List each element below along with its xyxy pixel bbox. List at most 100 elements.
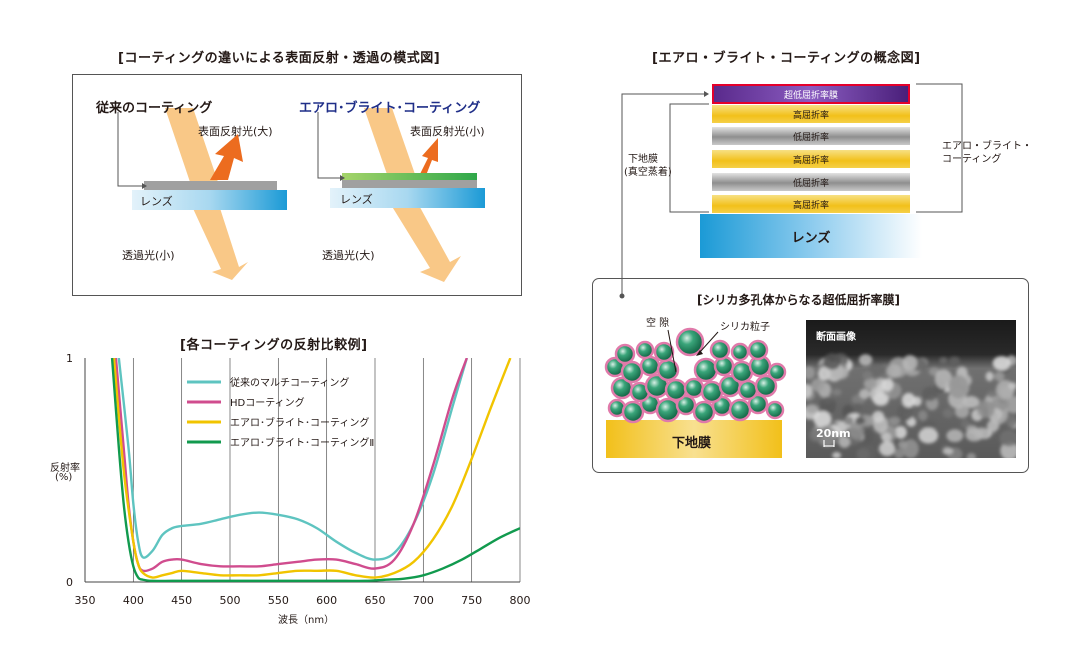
- sem-grain: [844, 416, 854, 426]
- silica-particle: [614, 343, 636, 365]
- right-heading: エアロ･ブライト･コーティング: [299, 101, 481, 116]
- sem-grain: [901, 392, 916, 408]
- chart-series: [110, 358, 520, 582]
- sem-grain: [1005, 414, 1016, 428]
- sem-scale-label: 20nm: [816, 427, 851, 440]
- sem-grain: [889, 416, 901, 426]
- sem-grain: [990, 397, 1010, 411]
- sem-grain: [999, 430, 1016, 447]
- silica-particle: [656, 358, 680, 382]
- sem-grain: [898, 440, 908, 450]
- sem-grain: [948, 374, 969, 399]
- layer-low-2: 低屈折率: [712, 173, 910, 191]
- left-incident-beam: [165, 108, 218, 182]
- sem-grain: [992, 356, 1011, 371]
- sem-grain: [922, 386, 938, 402]
- x-tick-label: 750: [461, 594, 482, 607]
- left-coating-layer: [144, 181, 277, 190]
- right-lens: [330, 188, 485, 208]
- silica-particle: [639, 355, 661, 377]
- underlay-label-2: (真空蒸着): [624, 167, 672, 178]
- sem-grain: [962, 395, 980, 409]
- sem-grain: [872, 410, 885, 423]
- series-line: [114, 358, 468, 573]
- x-tick-label: 650: [365, 594, 386, 607]
- layer-high-2: 高屈折率: [712, 150, 910, 168]
- sem-grain: [853, 402, 863, 412]
- sem-grain: [830, 366, 849, 380]
- silica-particle: [767, 362, 787, 382]
- schematic-panel: [72, 74, 522, 296]
- sem-cross-section-image: [806, 320, 1016, 458]
- sem-title: 断面画像: [816, 332, 856, 343]
- sem-grain: [819, 396, 837, 413]
- sem-grain: [813, 410, 832, 428]
- left-heading: 従来のコーティング: [96, 101, 213, 116]
- x-tick-label: 500: [220, 594, 241, 607]
- series-line: [112, 358, 512, 579]
- sem-grain: [872, 393, 889, 406]
- sem-grain: [1008, 382, 1016, 390]
- sem-grain: [859, 388, 870, 399]
- sem-grain: [806, 403, 819, 414]
- sem-grain: [848, 422, 865, 440]
- chart-legend: 従来のマルチコーティング HDコーティングエアロ･ブライト･コーティングエアロ･ブ…: [187, 376, 374, 449]
- silica-particle: [655, 397, 681, 423]
- legend-label: エアロ･ブライト･コーティングⅡ: [230, 436, 374, 449]
- coating-label-1: エアロ・ブライト・: [942, 141, 1032, 152]
- sem-grain: [939, 357, 948, 365]
- right-reflect-arrow: [418, 138, 438, 178]
- sem-grain: [965, 428, 984, 442]
- sem-grain: [886, 364, 902, 379]
- layer-low-1: 低屈折率: [712, 127, 910, 145]
- concept-brackets: [619, 83, 963, 299]
- schematic-graphic: [117, 108, 485, 282]
- sem-grain: [832, 451, 842, 458]
- sem-grain: [949, 356, 960, 367]
- sem-grain: [855, 416, 865, 425]
- right-incident-beam: [364, 108, 417, 180]
- silica-panel: [592, 278, 1029, 473]
- layer-high-1: 高屈折率: [712, 105, 910, 123]
- void-label: 空 隙: [646, 318, 670, 329]
- sem-grain: [894, 426, 907, 439]
- left-lens: [132, 190, 287, 210]
- silica-particles: [604, 327, 787, 424]
- sem-grain: [806, 366, 816, 380]
- sem-grain: [977, 400, 995, 419]
- silica-particle: [709, 339, 731, 361]
- sem-grain: [894, 448, 905, 458]
- chart-ylabel-1: 反射率: [50, 463, 80, 474]
- x-tick-label: 400: [123, 594, 144, 607]
- sem-grain: [878, 441, 896, 457]
- legend-label: HDコーティング: [230, 396, 305, 409]
- sem-grain: [881, 377, 894, 392]
- silica-particle: [635, 340, 655, 360]
- x-tick-label: 600: [316, 594, 337, 607]
- chart-ylabel-2: (%): [55, 472, 73, 483]
- sem-grain: [896, 403, 914, 422]
- right-transmitted-beam: [388, 200, 461, 282]
- left-reflect-arrow: [210, 134, 243, 180]
- x-tick-label: 700: [413, 594, 434, 607]
- sem-grain: [806, 383, 813, 398]
- silica-particle: [765, 400, 785, 420]
- right-reflect-label: 表面反射光(小): [410, 125, 485, 138]
- schematic-title: [コーティングの違いによる表面反射・透過の模式図]: [118, 51, 441, 66]
- sem-grain: [869, 364, 886, 377]
- base-film-label: 下地膜: [672, 436, 712, 451]
- chart-title: [各コーティングの反射比較例]: [180, 338, 368, 353]
- left-transmit-label: 透過光(小): [122, 249, 175, 262]
- sem-grain: [881, 432, 892, 443]
- sem-grain: [817, 425, 837, 447]
- coating-label-2: コーティング: [942, 154, 1002, 165]
- silica-particle: [675, 394, 697, 416]
- y-tick-label: 0: [66, 576, 73, 589]
- x-tick-label: 450: [171, 594, 192, 607]
- silica-particle: [620, 360, 644, 384]
- silica-particle: [693, 357, 719, 383]
- sem-grain: [946, 429, 964, 443]
- sem-grain: [943, 447, 954, 455]
- sem-grain: [902, 355, 918, 371]
- sem-grain: [918, 427, 939, 444]
